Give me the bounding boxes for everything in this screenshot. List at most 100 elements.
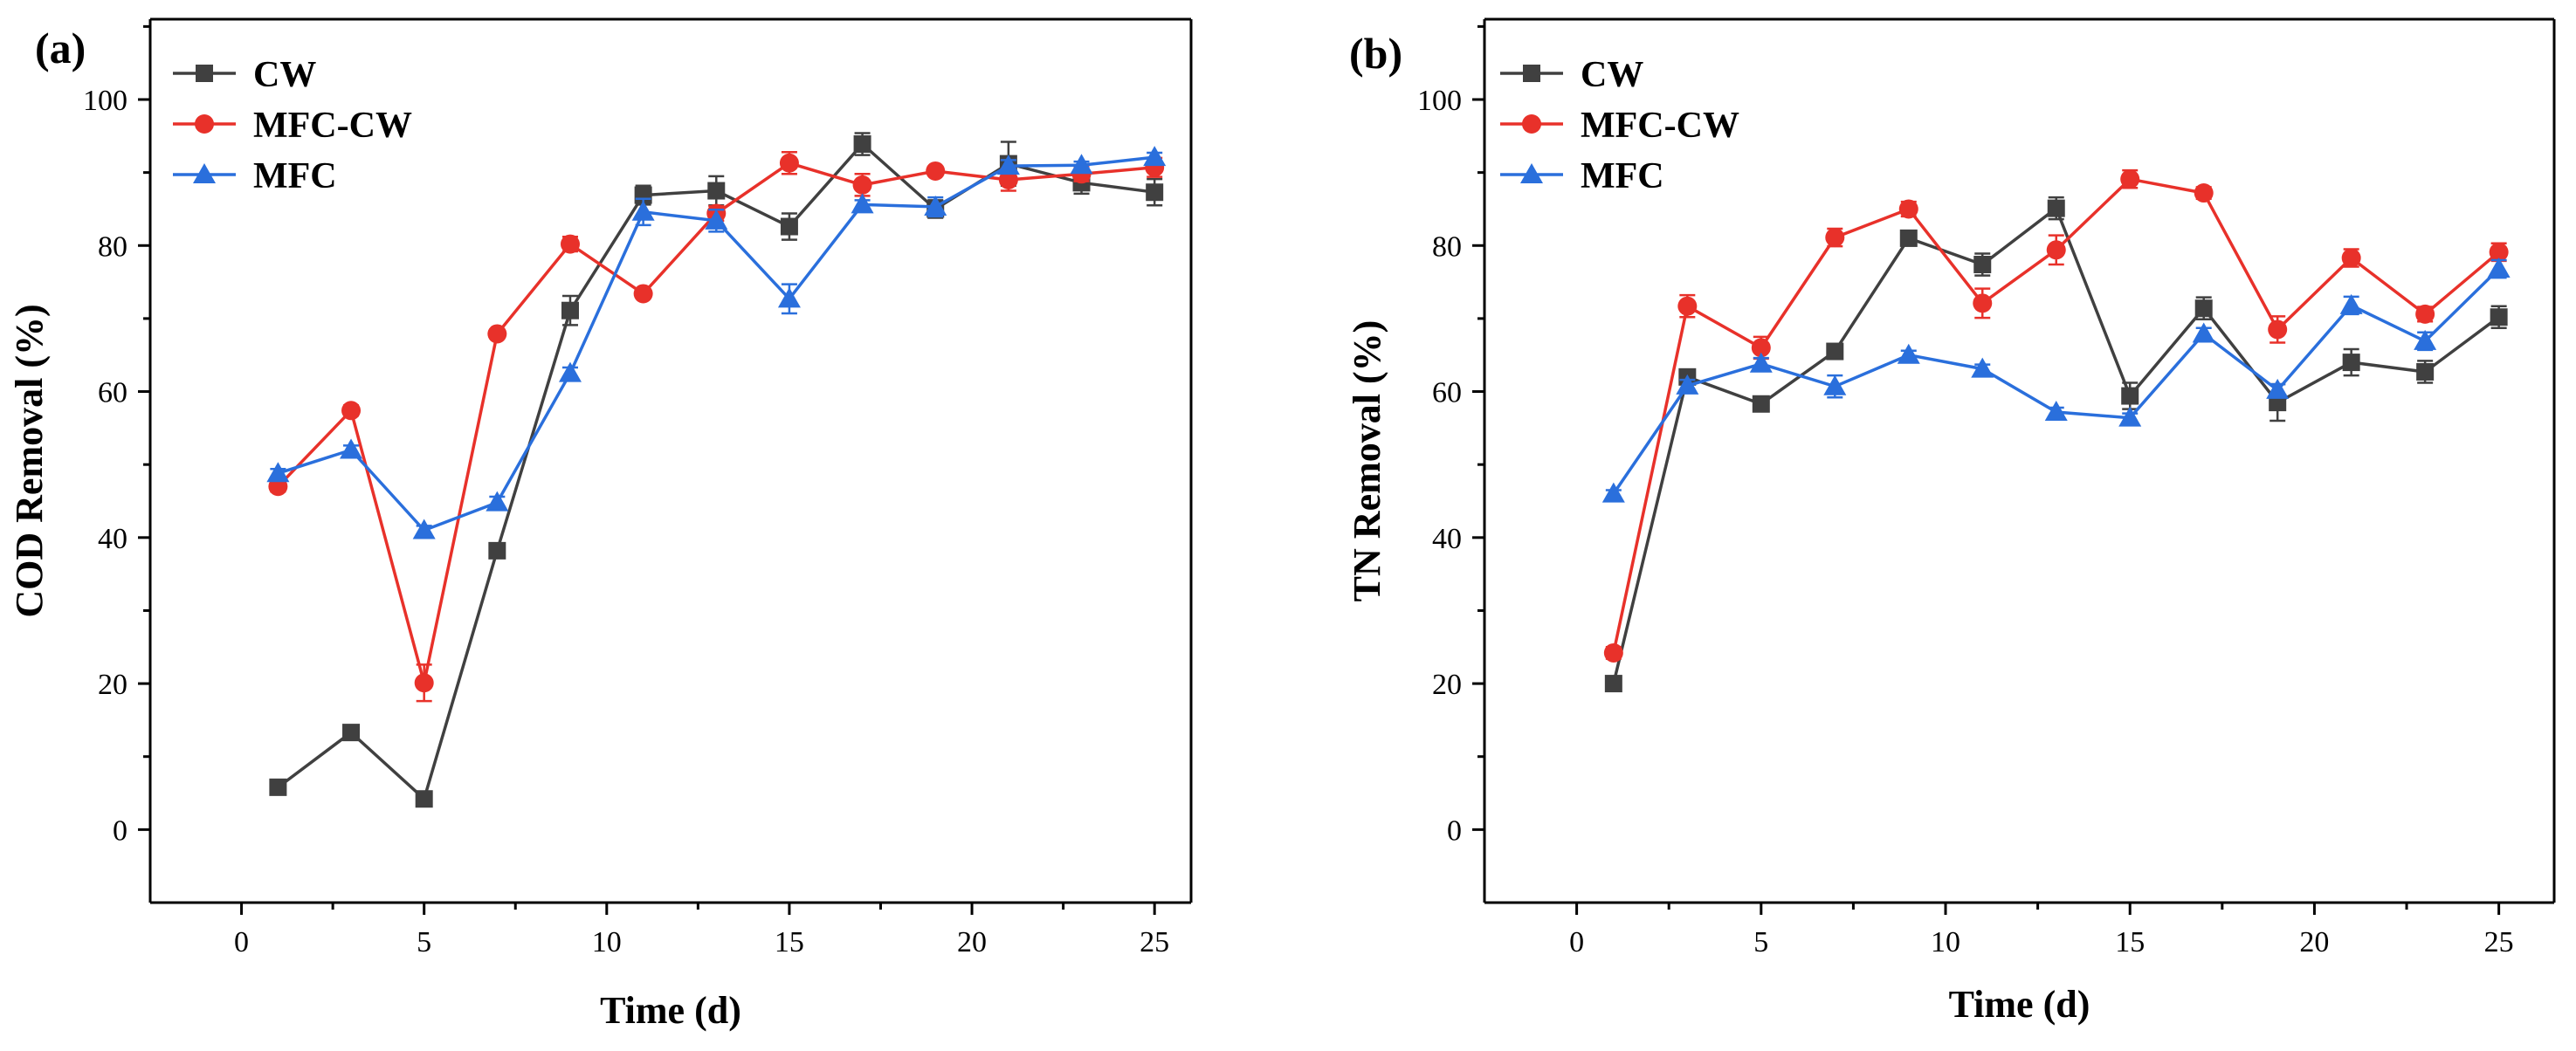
y-axis-title: TN Removal (%) — [1346, 320, 1388, 602]
x-tick-label: 10 — [592, 926, 622, 958]
data-point-mfc-cw — [1751, 338, 1771, 358]
legend-label-mfc-cw: MFC-CW — [1581, 106, 1739, 146]
data-point-mfc — [2266, 378, 2290, 399]
x-tick-label: 15 — [2115, 926, 2145, 958]
data-point-mfc — [631, 200, 655, 221]
data-point-mfc-cw — [2489, 242, 2509, 262]
x-axis-title: Time (d) — [600, 989, 741, 1032]
data-point-mfc — [1601, 482, 1625, 503]
legend-label-mfc: MFC — [1581, 156, 1664, 196]
data-point-mfc — [777, 287, 801, 308]
data-point-cw — [2194, 299, 2213, 318]
data-point-mfc-cw — [2120, 169, 2140, 189]
data-point-cw — [415, 790, 433, 808]
y-tick-label: 40 — [98, 523, 127, 555]
data-point-mfc-cw — [2194, 183, 2214, 203]
x-tick-label: 25 — [2484, 926, 2514, 958]
data-point-mfc — [2339, 293, 2363, 314]
data-point-mfc-cw — [2415, 304, 2435, 324]
data-point-mfc-cw — [1825, 228, 1845, 248]
data-point-mfc — [1897, 343, 1920, 364]
legend-marker-cw — [196, 65, 213, 82]
data-point-mfc — [851, 193, 874, 214]
legend-label-cw: CW — [1581, 55, 1643, 95]
data-point-mfc-cw — [852, 175, 872, 195]
legend-marker-mfc-cw — [1522, 114, 1541, 134]
data-point-mfc — [1676, 374, 1699, 395]
data-point-mfc — [2414, 329, 2437, 350]
data-point-mfc-cw — [1603, 642, 1623, 663]
series-line-mfc-cw — [277, 161, 1155, 683]
y-tick-label: 80 — [98, 230, 127, 263]
y-tick-label: 0 — [1447, 814, 1462, 847]
data-point-cw — [1973, 256, 1992, 274]
series-line-cw — [1612, 205, 2500, 684]
data-point-cw — [853, 135, 871, 154]
data-point-mfc — [412, 519, 436, 539]
y-tick-label: 100 — [1417, 85, 1462, 117]
data-point-cw — [488, 541, 506, 560]
data-point-mfc-cw — [926, 161, 946, 181]
y-tick-label: 20 — [98, 669, 127, 701]
data-point-mfc-cw — [487, 324, 507, 344]
data-point-mfc — [705, 209, 728, 230]
data-point-cw — [1752, 395, 1770, 413]
x-tick-label: 5 — [1753, 926, 1768, 958]
x-tick-label: 10 — [1931, 926, 1960, 958]
data-point-mfc — [486, 491, 509, 512]
data-point-mfc-cw — [414, 673, 434, 693]
x-tick-label: 0 — [234, 926, 249, 958]
data-point-cw — [2342, 354, 2360, 372]
y-tick-label: 20 — [1432, 669, 1462, 701]
legend-marker-mfc — [193, 163, 216, 183]
data-point-mfc-cw — [779, 153, 799, 173]
x-tick-label: 0 — [1569, 926, 1584, 958]
panel-label: (b) — [1349, 29, 1402, 78]
data-point-cw — [2121, 387, 2139, 405]
data-point-mfc-cw — [998, 170, 1018, 189]
data-point-mfc — [558, 361, 582, 382]
data-point-mfc — [1749, 352, 1773, 373]
data-point-cw — [1899, 229, 1918, 247]
x-tick-label: 5 — [417, 926, 431, 958]
data-point-mfc-cw — [2046, 240, 2066, 260]
data-point-mfc-cw — [633, 284, 653, 304]
y-tick-label: 40 — [1432, 523, 1462, 555]
legend-label-mfc-cw: MFC-CW — [253, 106, 412, 146]
data-point-cw — [1146, 183, 1164, 202]
data-point-cw — [2047, 199, 2065, 217]
x-axis-title: Time (d) — [1949, 983, 2090, 1026]
data-point-cw — [561, 301, 579, 319]
panel-label: (a) — [35, 24, 86, 72]
legend-marker-mfc-cw — [195, 114, 214, 134]
x-tick-label: 15 — [775, 926, 804, 958]
data-point-mfc — [924, 195, 947, 216]
y-tick-label: 80 — [1432, 230, 1462, 263]
y-tick-label: 60 — [98, 377, 127, 409]
data-point-mfc-cw — [2268, 319, 2288, 340]
y-tick-label: 100 — [83, 85, 127, 117]
data-point-cw — [342, 724, 361, 742]
data-point-mfc — [2192, 322, 2215, 343]
data-point-mfc-cw — [341, 401, 362, 421]
data-point-mfc — [1143, 146, 1167, 167]
data-point-cw — [2490, 308, 2508, 326]
data-point-mfc-cw — [2341, 248, 2361, 268]
x-tick-label: 20 — [2299, 926, 2329, 958]
legend-marker-cw — [1523, 65, 1540, 82]
panel-b: 0 20 40 60 80 100 0 5 10 15 20 25 Time (d) TN Removal… — [1346, 17, 2556, 1026]
x-tick-label: 25 — [1140, 926, 1169, 958]
data-point-mfc-cw — [1677, 296, 1698, 316]
data-point-mfc — [996, 155, 1020, 175]
data-point-cw — [269, 778, 287, 796]
data-point-cw — [1826, 342, 1844, 361]
data-point-mfc — [2118, 406, 2142, 427]
data-point-mfc-cw — [560, 234, 580, 254]
data-point-mfc — [2487, 258, 2511, 278]
data-point-mfc — [340, 438, 363, 459]
y-tick-label: 60 — [1432, 377, 1462, 409]
y-tick-label: 0 — [113, 814, 127, 847]
data-point-cw — [1604, 675, 1622, 693]
data-point-mfc-cw — [1898, 199, 1918, 219]
